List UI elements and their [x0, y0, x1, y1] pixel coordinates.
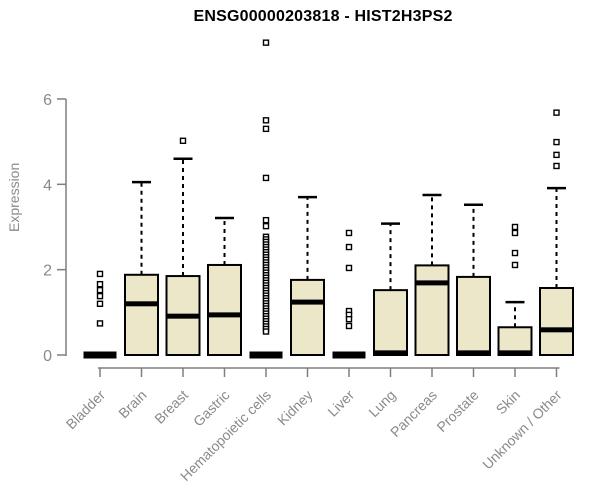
outlier-point-breast: [179, 137, 187, 144]
chart-title: ENSG00000203818 - HIST2H3PS2: [193, 8, 453, 25]
outlier-point-bladder: [96, 300, 104, 307]
y-tick-label: 4: [43, 177, 52, 194]
outlier-point-unknown-other: [553, 151, 560, 159]
x-tick-label-brain: Brain: [115, 387, 149, 421]
flat-box-liver: [332, 351, 366, 359]
x-tick-label-breast: Breast: [151, 387, 191, 427]
outlier-point-hematopoietic-cells: [262, 125, 270, 133]
outlier-point-unknown-other: [553, 162, 560, 170]
x-tick-label-liver: Liver: [324, 387, 357, 420]
median-brain: [125, 301, 158, 307]
x-tick-label-skin: Skin: [493, 387, 524, 418]
flat-box-bladder: [83, 351, 117, 359]
median-lung: [374, 350, 407, 356]
median-unknown-other: [540, 327, 573, 333]
median-kidney: [291, 299, 324, 305]
box-gastric: [207, 263, 242, 357]
x-tick-label-bladder: Bladder: [63, 387, 109, 433]
outlier-point-unknown-other: [553, 109, 560, 116]
flat-box-hematopoietic-cells: [249, 351, 283, 359]
outlier-point-skin: [511, 229, 519, 237]
outlier-point-bladder: [96, 270, 104, 278]
outlier-point-liver: [345, 264, 353, 272]
outlier-point-hematopoietic-cells: [262, 39, 270, 46]
outlier-point-liver: [345, 322, 353, 330]
median-prostate: [457, 350, 490, 356]
outlier-point-liver: [345, 243, 353, 251]
x-tick-label-unknown-other: Unknown / Other: [479, 387, 565, 473]
median-skin: [498, 350, 532, 356]
outlier-point-bladder: [96, 292, 104, 300]
y-tick-label: 6: [43, 92, 52, 109]
x-tick-label-lung: Lung: [365, 387, 398, 420]
median-breast: [166, 313, 200, 319]
y-tick-label: 2: [43, 263, 52, 280]
outlier-point-skin: [511, 249, 519, 257]
outlier-point-bladder: [96, 320, 104, 327]
outlier-point-hematopoietic-cells: [262, 174, 270, 182]
x-tick-label-kidney: Kidney: [274, 387, 316, 429]
outlier-point-bladder: [96, 286, 104, 294]
median-gastric: [208, 312, 241, 318]
box-brain: [124, 273, 159, 356]
y-tick-label: 0: [43, 348, 52, 365]
y-axis-label: Expression: [6, 162, 22, 232]
outlier-point-skin: [511, 223, 519, 231]
outlier-point-liver: [345, 229, 353, 237]
outlier-point-hematopoietic-cells: [262, 117, 270, 124]
box-prostate: [456, 275, 491, 357]
median-pancreas: [415, 280, 449, 286]
outlier-point-liver: [345, 315, 353, 323]
box-kidney: [290, 278, 325, 356]
outlier-point-skin: [511, 261, 519, 269]
box-pancreas: [414, 264, 450, 357]
outlier-point-unknown-other: [553, 138, 560, 146]
box-lung: [373, 289, 408, 356]
outlier-point-bladder: [96, 280, 104, 288]
outlier-point-hematopoietic-cells: [262, 328, 270, 335]
outlier-point-hematopoietic-cells: [262, 216, 270, 224]
box-unknown-other: [539, 287, 574, 356]
x-tick-label-prostate: Prostate: [433, 387, 481, 435]
outlier-point-hematopoietic-cells: [262, 222, 270, 230]
